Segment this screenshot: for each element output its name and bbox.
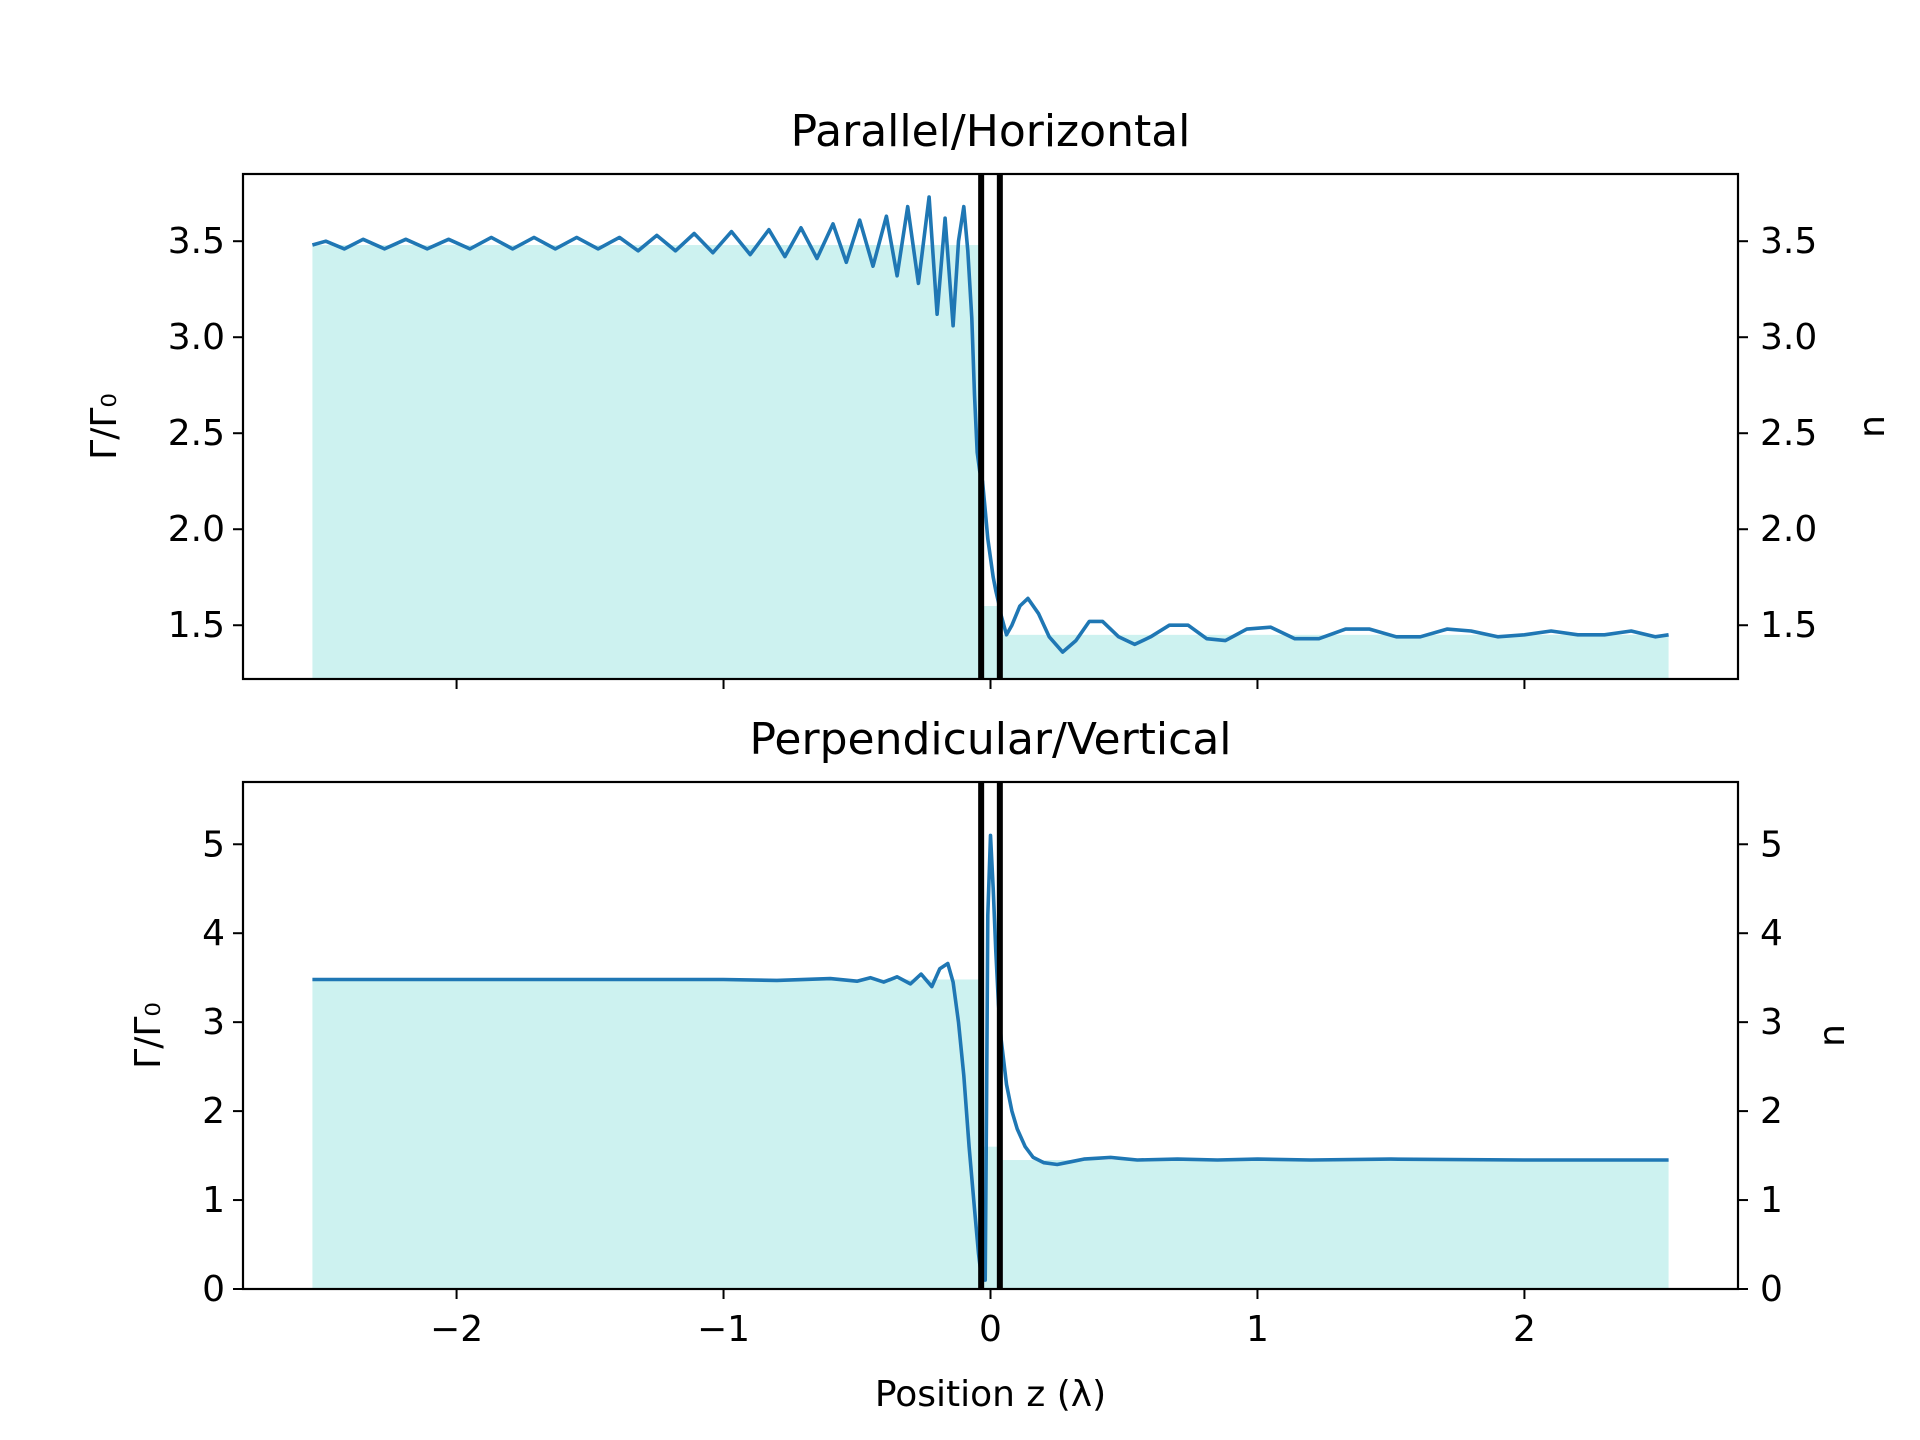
y-axis-label: Γ/Γ₀: [128, 1002, 169, 1069]
y-tick-label-left: 0: [202, 1269, 225, 1310]
y-tick-label-left: 4: [202, 913, 225, 954]
y-tick-label-left: 1: [202, 1180, 225, 1221]
y-tick-label-right: 1.5: [1760, 605, 1817, 646]
y-tick-label-right: 3: [1760, 1002, 1783, 1043]
y-tick-label-right: 0: [1760, 1269, 1783, 1310]
panel-title: Parallel/Horizontal: [791, 106, 1191, 157]
x-tick-label: −1: [697, 1309, 750, 1350]
y-tick-label-left: 2.0: [168, 509, 225, 550]
y-axis-label: Γ/Γ₀: [84, 393, 125, 460]
y-tick-label-left: 5: [202, 824, 225, 865]
x-tick-label: 1: [1246, 1309, 1269, 1350]
index-region: [999, 634, 1669, 679]
y-tick-label-left: 2: [202, 1091, 225, 1132]
panel-parallel: 1.5 1.5 2.0 2.0 2.5 2.5 3.0 3.0 3.5 3.5 Parallel/H…: [84, 106, 1893, 689]
gamma-curve: [311, 195, 1669, 654]
index-region: [999, 1160, 1669, 1289]
y-axis-label-right: n: [1852, 415, 1893, 438]
y-tick-label-left: 3: [202, 1002, 225, 1043]
y-tick-label-right: 5: [1760, 824, 1783, 865]
x-tick-label: −2: [430, 1309, 483, 1350]
y-tick-label-left: 3.0: [168, 317, 225, 358]
x-tick-label: 2: [1513, 1309, 1536, 1350]
panel-perpendicular: 0 0 1 1 2 2 3 3 4 4 5 5 −2 −1 0 1 2 Perpendicular/Vertica…: [128, 714, 1853, 1415]
index-region: [981, 606, 1000, 679]
y-axis-label-right: n: [1812, 1024, 1853, 1047]
y-tick-label-left: 3.5: [168, 221, 225, 262]
panel-title: Perpendicular/Vertical: [749, 714, 1231, 765]
gamma-curve: [312, 833, 1669, 1282]
y-tick-label-right: 3.5: [1760, 221, 1817, 262]
y-tick-label-right: 4: [1760, 913, 1783, 954]
y-tick-label-right: 1: [1760, 1180, 1783, 1221]
index-region: [312, 245, 982, 679]
x-tick-label: 0: [979, 1309, 1002, 1350]
index-region: [312, 979, 982, 1289]
y-tick-label-right: 2: [1760, 1091, 1783, 1132]
y-tick-label-right: 2.0: [1760, 509, 1817, 550]
y-tick-label-right: 2.5: [1760, 413, 1817, 454]
y-tick-label-left: 1.5: [168, 605, 225, 646]
y-tick-label-right: 3.0: [1760, 317, 1817, 358]
x-axis-label: Position z (λ): [875, 1374, 1106, 1415]
y-tick-label-left: 2.5: [168, 413, 225, 454]
